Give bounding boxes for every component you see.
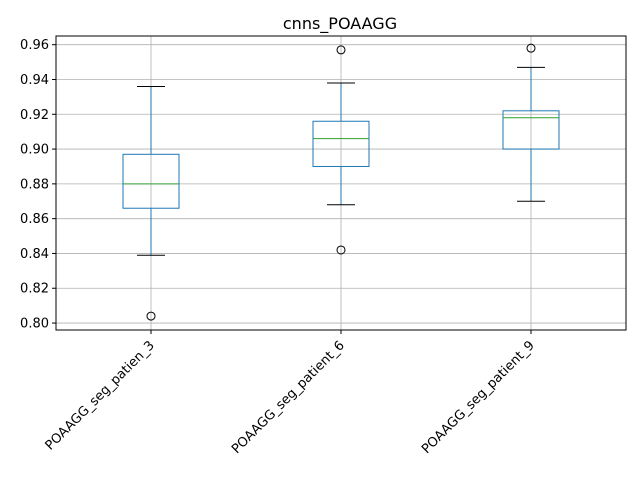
- outlier-point: [526, 43, 536, 53]
- plot-area-frame: [55, 35, 627, 331]
- axes: 0.80 0.82 0.84 0.86 0.88 0.90 0.92 0.94 0.96 POAA…: [20, 38, 538, 457]
- boxes: [122, 43, 560, 321]
- iqr-box: [122, 153, 180, 209]
- y-tick-label: 0.82: [20, 282, 49, 297]
- y-tick-label: 0.88: [20, 177, 49, 192]
- iqr-box: [502, 110, 560, 150]
- y-tick-label: 0.96: [20, 38, 49, 53]
- x-tick-label: POAAGG_seg_patien_3: [43, 338, 158, 453]
- outlier-point: [336, 45, 346, 55]
- y-tick-label: 0.80: [20, 317, 49, 332]
- chart-title: cnns_POAAGG: [283, 14, 397, 34]
- box-group: [122, 85, 180, 321]
- outlier-point: [146, 311, 156, 321]
- y-tick-label: 0.92: [20, 108, 49, 123]
- iqr-box: [312, 120, 370, 167]
- y-tick-label: 0.84: [20, 247, 49, 262]
- box-group: [502, 43, 560, 202]
- y-tick-label: 0.86: [20, 212, 49, 227]
- x-tick-label: POAAGG_seg_patient_9: [419, 338, 538, 457]
- outlier-point: [336, 245, 346, 255]
- x-tick-label: POAAGG_seg_patient_6: [229, 338, 348, 457]
- y-tick-label: 0.90: [20, 143, 49, 158]
- y-tick-label: 0.94: [20, 73, 49, 88]
- box-group: [312, 45, 370, 255]
